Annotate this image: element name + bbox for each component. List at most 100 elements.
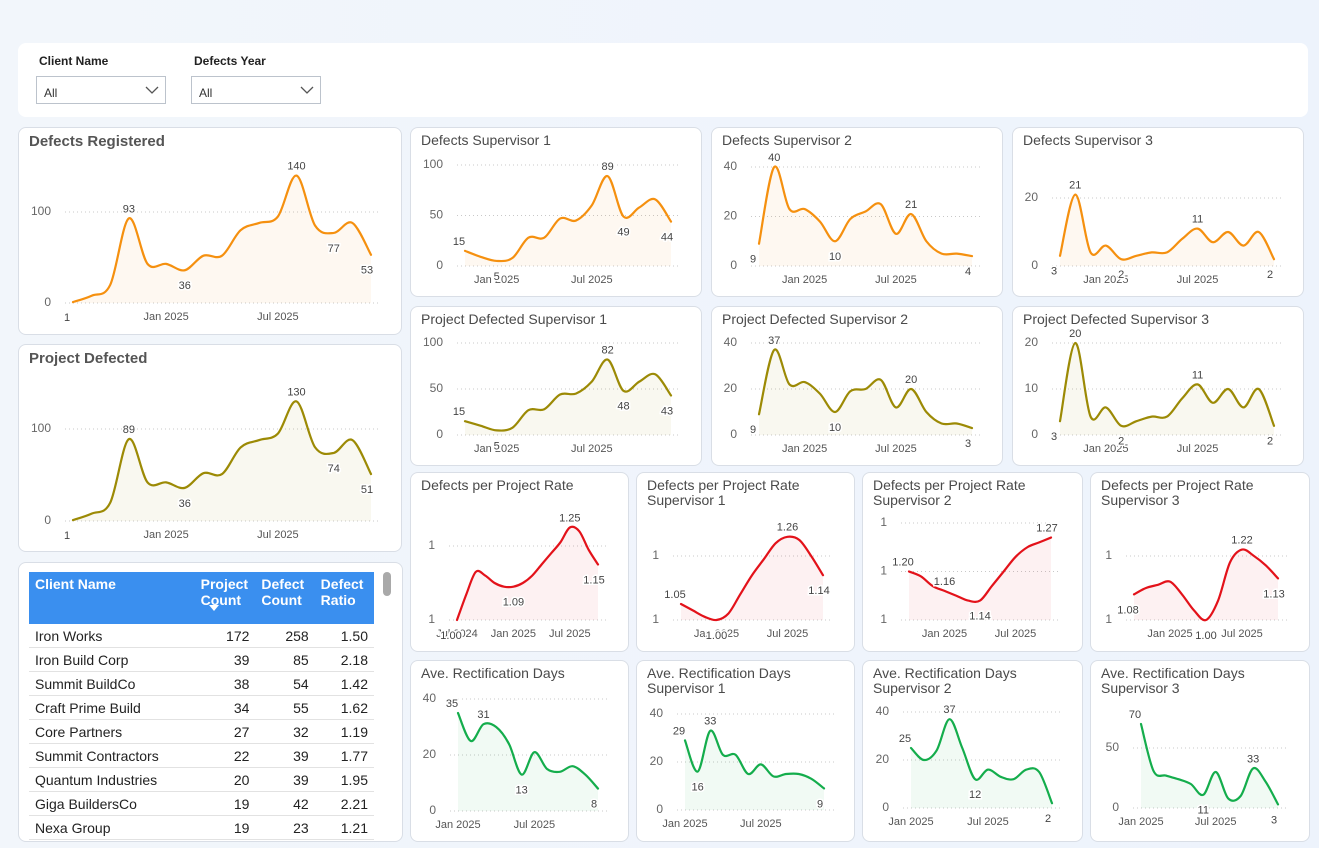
data-label: 1.20 [892, 556, 913, 568]
area [1060, 194, 1274, 266]
chart-panel: Defects per Project Rate Supervisor 1 1 1 J… [636, 472, 855, 652]
data-label: 9 [750, 254, 756, 266]
area [1141, 724, 1278, 808]
data-label: 1.00 [706, 630, 727, 642]
chart-title: Ave. Rectification Days Supervisor 2 [873, 665, 1017, 696]
chart-title: Defects Supervisor 1 [421, 132, 551, 148]
chart-panel: Defects per Project Rate 1 1 Jul 2024 Jan 20… [410, 472, 629, 652]
area [911, 719, 1052, 808]
chart-title: Project Defected Supervisor 3 [1023, 311, 1209, 327]
chart: 1 1 1 Jan 2025 Jul 2025 1.20 1.16 1.14 1.27 [880, 515, 1061, 640]
table-cell: 23 [255, 815, 315, 840]
data-label: 29 [673, 725, 685, 737]
data-label: 2 [1045, 813, 1051, 825]
table-row: Summit Contractors 22 39 1.77 [29, 743, 374, 768]
y-tick-label: 0 [656, 802, 663, 816]
filter-dropdown[interactable]: All [191, 76, 321, 104]
y-tick-label: 20 [423, 747, 437, 761]
line [463, 358, 673, 432]
line [463, 175, 673, 263]
table-cell: 19 [194, 791, 256, 816]
data-label: 9 [817, 798, 823, 810]
x-tick-label: Jul 2025 [1177, 443, 1219, 455]
chart-panel: Ave. Rectification Days Supervisor 3 0 50 J… [1090, 660, 1310, 842]
table-cell: Quantum Industries [29, 767, 195, 792]
data-label: 15 [453, 236, 465, 248]
data-label: 89 [601, 161, 613, 173]
data-label: 140 [287, 161, 305, 173]
y-tick-label: 0 [44, 513, 51, 527]
y-tick-label: 0 [436, 258, 443, 272]
data-label: 1.26 [777, 522, 798, 534]
table-row: Iron Build Corp 39 85 2.18 [29, 647, 374, 672]
y-tick-label: 0 [436, 427, 443, 441]
x-tick-label: Jan 2025 [435, 819, 480, 831]
data-label: 3 [1271, 814, 1277, 826]
x-tick-label: Jul 2025 [995, 628, 1037, 640]
scrollbar[interactable] [383, 572, 391, 596]
data-label: 130 [287, 386, 305, 398]
dropdown-arrow [145, 86, 159, 94]
line [909, 718, 1054, 805]
y-tick-label: 1 [428, 538, 435, 552]
x-tick-label: Jul 2025 [740, 818, 782, 830]
data-label: 70 [1129, 709, 1141, 721]
data-label: 1.05 [664, 589, 685, 601]
data-label: 2 [1118, 436, 1124, 448]
data-label: 20 [1069, 328, 1081, 340]
chart-title: Project Defected Supervisor 2 [722, 311, 908, 327]
x-tick-label: Jul 2025 [767, 628, 809, 640]
area [465, 176, 671, 266]
table-cell: 258 [255, 624, 315, 648]
x-tick-label: Jul 2025 [257, 311, 299, 323]
table-cell: 1.77 [314, 743, 374, 768]
data-label: 48 [617, 401, 629, 413]
data-label: 1.15 [583, 574, 604, 586]
data-label: 3 [1051, 266, 1057, 278]
data-label: 8 [591, 799, 597, 811]
table-cell: 172 [194, 624, 256, 648]
table-row: Core Partners 27 32 1.19 [29, 719, 374, 744]
y-tick-label: 20 [876, 752, 890, 766]
data-label: 1.00 [1195, 630, 1216, 642]
x-tick-label: Jan 2025 [888, 816, 933, 828]
area [1134, 549, 1278, 621]
y-tick-label: 1 [1105, 548, 1112, 562]
table-cell: 55 [255, 695, 315, 720]
area [458, 713, 598, 811]
data-label: 82 [601, 344, 613, 356]
column-header: Defect Ratio [314, 572, 374, 624]
dropdown-arrow [300, 86, 314, 94]
sort-arrow[interactable] [209, 605, 219, 612]
x-tick-label: Jan 2025 [782, 443, 827, 455]
area [1060, 342, 1274, 435]
filter-dropdown[interactable]: All [36, 76, 166, 104]
area [909, 537, 1051, 620]
chart: 0 10 20 Jan 2025 Jul 2025 3 20 2 11 2 [1025, 326, 1284, 455]
chart-title: Ave. Rectification Days Supervisor 1 [647, 665, 791, 696]
x-tick-label: Jan 2025 [1147, 628, 1192, 640]
line [455, 525, 600, 622]
data-label: 11 [1198, 805, 1209, 817]
x-tick-label: Jul 2025 [257, 529, 299, 541]
area [681, 536, 823, 621]
x-tick-label: Jan 2025 [1083, 274, 1128, 286]
data-label: 20 [905, 374, 917, 386]
chart: 0 50 100 Jan 2025 Jul 2025 15 5 82 48 43 [423, 335, 681, 455]
y-tick-label: 40 [423, 691, 437, 705]
line [1139, 722, 1280, 806]
x-tick-label: Jul 2025 [549, 628, 591, 640]
data-label: 53 [361, 265, 373, 277]
table-cell: 1.19 [314, 719, 374, 744]
data-label: 16 [692, 782, 704, 794]
chart-title: Defects Supervisor 3 [1023, 132, 1153, 148]
area [73, 175, 371, 303]
x-tick-label: Jan 2025 [143, 311, 188, 323]
table-row: Craft Prime Build 34 55 1.62 [29, 695, 374, 720]
table-cell: Summit BuildCo [29, 671, 195, 696]
data-label: 1.00 [440, 630, 461, 642]
chart: 0 20 40 Jan 2025 Jul 2025 25 37 12 2 [876, 703, 1062, 828]
area [759, 349, 972, 435]
data-label: 11 [1192, 369, 1203, 381]
